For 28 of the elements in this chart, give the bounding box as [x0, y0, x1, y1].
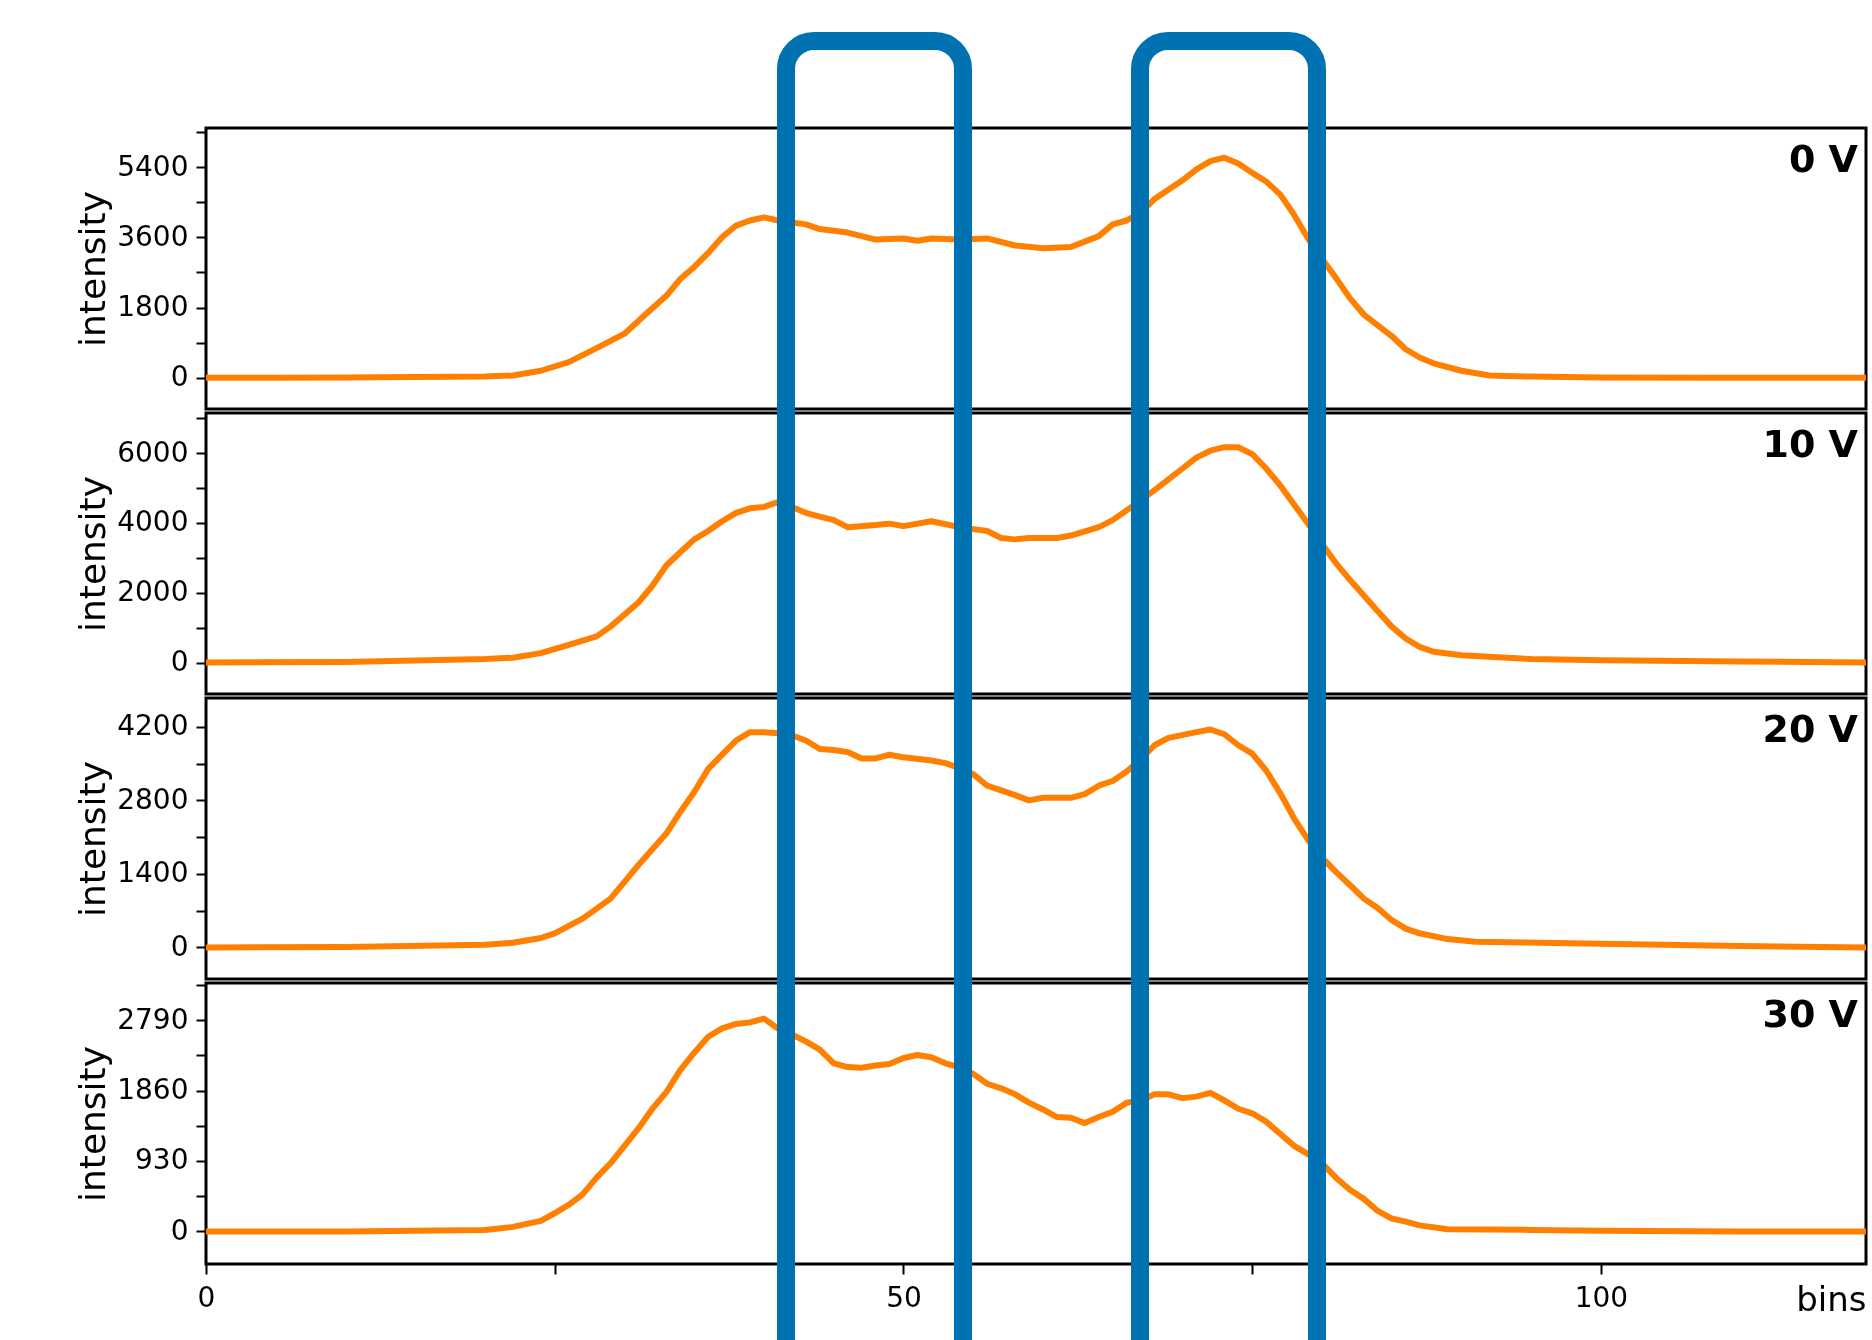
y-tick-label: 2000	[117, 575, 189, 609]
y-tick-label: 1860	[117, 1073, 189, 1107]
y-tick-label: 1400	[117, 856, 189, 890]
y-axis-title: intensity	[71, 1045, 113, 1203]
annotation: 20 V	[1762, 707, 1859, 751]
y-tick-label: 2790	[117, 1002, 189, 1036]
y-tick-label: 1800	[117, 290, 189, 324]
y-tick-label: 3600	[117, 219, 189, 253]
x-tick-label: 0	[197, 1280, 216, 1314]
y-tick-label: 930	[135, 1143, 189, 1177]
y-axis-title: intensity	[71, 760, 113, 918]
y-tick-label: 0	[170, 645, 189, 679]
x-tick-label: 50	[886, 1280, 922, 1314]
x-axis-title: bins	[1796, 1278, 1867, 1319]
annotation: 0 V	[1788, 137, 1859, 181]
y-tick-label: 0	[170, 929, 189, 963]
y-tick-label: 2800	[117, 782, 189, 816]
y-axis-title: intensity	[71, 190, 113, 348]
annotation: 30 V	[1762, 992, 1859, 1036]
x-tick-label: 100	[1574, 1280, 1629, 1314]
y-tick-label: 5400	[117, 149, 189, 183]
y-tick-label: 4000	[117, 505, 189, 539]
y-axis-title: intensity	[71, 475, 113, 633]
y-tick-label: 6000	[117, 435, 189, 469]
y-tick-label: 0	[170, 1213, 189, 1247]
y-tick-label: 0	[170, 360, 189, 394]
annotation: 10 V	[1762, 422, 1859, 466]
y-tick-label: 4200	[117, 709, 189, 743]
